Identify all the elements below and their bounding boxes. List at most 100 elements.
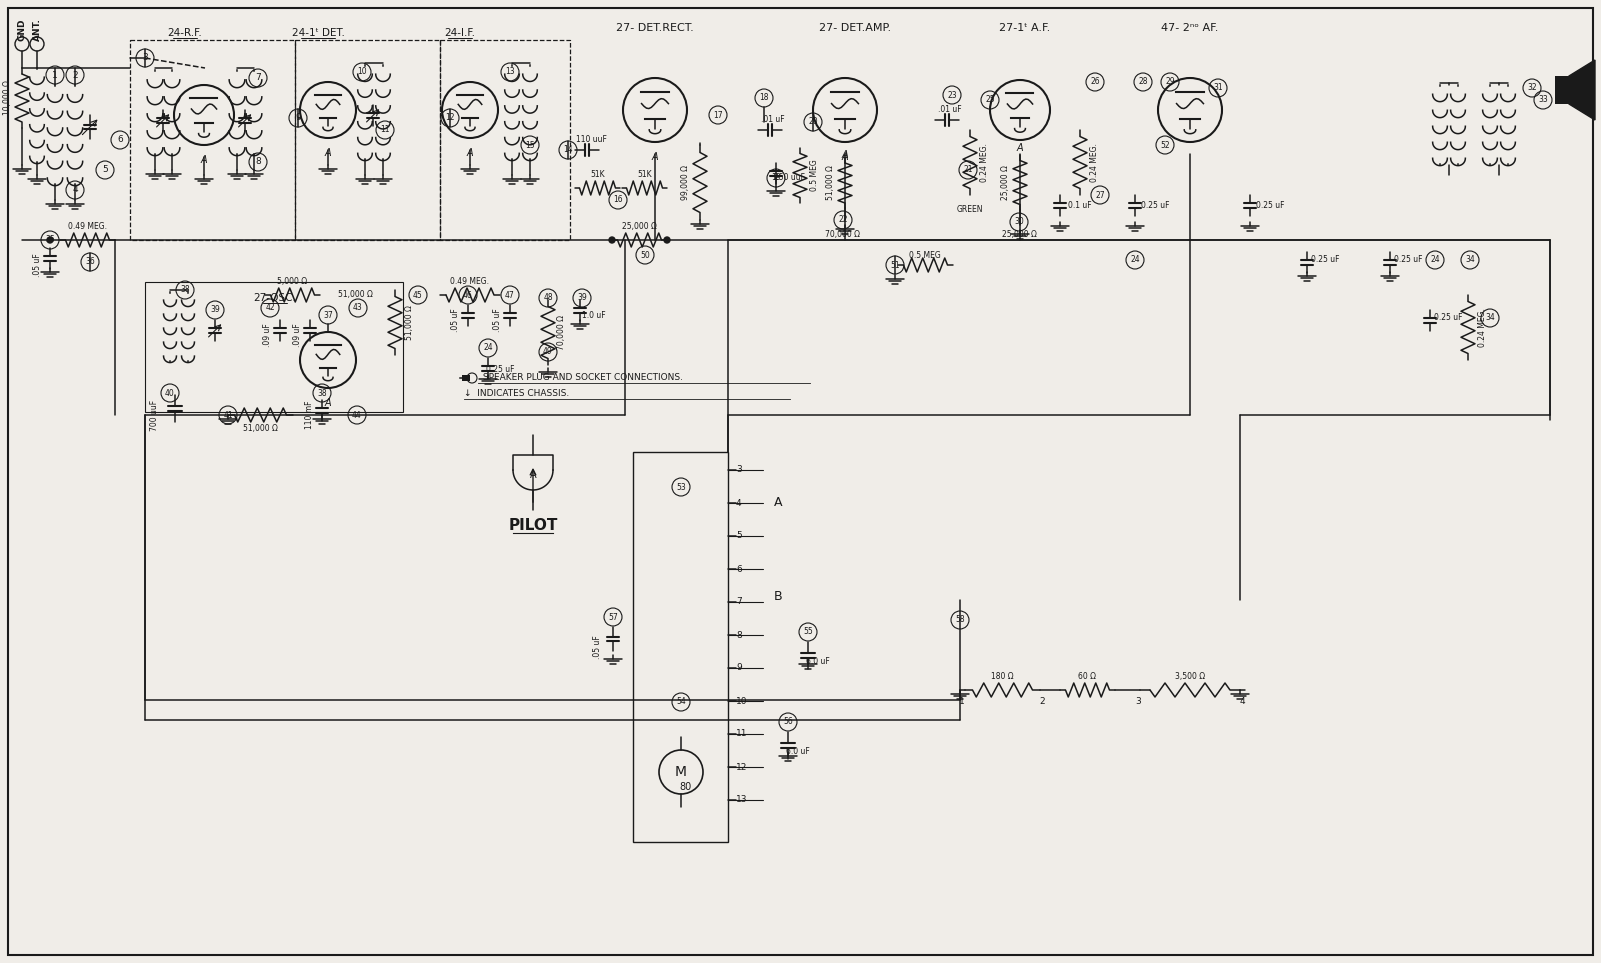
Text: 0.24 MEG.: 0.24 MEG. bbox=[1090, 143, 1098, 182]
Text: 39: 39 bbox=[210, 305, 219, 315]
Text: A: A bbox=[530, 470, 536, 480]
Text: 11: 11 bbox=[736, 730, 748, 739]
Text: 8: 8 bbox=[736, 631, 741, 639]
Text: A: A bbox=[466, 148, 474, 158]
Text: 38: 38 bbox=[181, 285, 191, 295]
Text: 25,000 Ω: 25,000 Ω bbox=[1001, 165, 1010, 200]
Text: 24-R.F.: 24-R.F. bbox=[168, 28, 202, 38]
Text: 9: 9 bbox=[736, 664, 741, 672]
Text: 58: 58 bbox=[956, 615, 965, 624]
Bar bbox=[295, 40, 440, 240]
Text: 48: 48 bbox=[543, 294, 552, 302]
Bar bbox=[146, 282, 403, 412]
Text: 0.25 uF: 0.25 uF bbox=[1311, 255, 1340, 265]
Text: 34: 34 bbox=[1486, 314, 1495, 323]
Text: 0.25 uF: 0.25 uF bbox=[485, 366, 514, 375]
Text: 32: 32 bbox=[1527, 84, 1537, 92]
Text: 8: 8 bbox=[255, 158, 261, 167]
Text: 24-I.F.: 24-I.F. bbox=[445, 28, 475, 38]
Text: 0.25 uF: 0.25 uF bbox=[1434, 314, 1462, 323]
Text: 47: 47 bbox=[506, 291, 516, 299]
Text: 0.49 MEG.: 0.49 MEG. bbox=[450, 277, 490, 286]
Text: 36: 36 bbox=[85, 257, 94, 267]
Text: 5: 5 bbox=[736, 532, 741, 540]
Text: 24: 24 bbox=[1130, 255, 1140, 265]
Bar bbox=[632, 452, 728, 842]
Text: 51,000 Ω: 51,000 Ω bbox=[338, 291, 373, 299]
Text: 53: 53 bbox=[676, 482, 685, 491]
Bar bbox=[440, 40, 570, 240]
Text: 6.0 uF: 6.0 uF bbox=[807, 658, 829, 666]
Text: M: M bbox=[676, 765, 687, 779]
Circle shape bbox=[46, 237, 53, 243]
Text: 80: 80 bbox=[680, 782, 692, 792]
Text: 4: 4 bbox=[736, 499, 741, 508]
Text: 45: 45 bbox=[413, 291, 423, 299]
Text: 17: 17 bbox=[712, 111, 722, 119]
Text: 55: 55 bbox=[804, 628, 813, 637]
Text: 23: 23 bbox=[948, 91, 957, 99]
Text: A: A bbox=[652, 152, 658, 162]
Text: 4: 4 bbox=[1239, 697, 1246, 707]
Text: 3: 3 bbox=[1135, 697, 1142, 707]
Text: GND: GND bbox=[18, 18, 27, 41]
Text: 6.0 uF: 6.0 uF bbox=[786, 747, 810, 757]
Text: 70,000 Ω: 70,000 Ω bbox=[557, 315, 567, 350]
Text: 1: 1 bbox=[959, 697, 965, 707]
Text: B: B bbox=[773, 590, 783, 604]
Text: 700 uuF: 700 uuF bbox=[150, 400, 160, 430]
Text: 44: 44 bbox=[352, 410, 362, 420]
Text: 19: 19 bbox=[772, 173, 781, 183]
Text: 54: 54 bbox=[676, 697, 685, 707]
Text: A: A bbox=[1017, 143, 1023, 153]
Text: .05 uF: .05 uF bbox=[493, 308, 503, 332]
Polygon shape bbox=[1569, 60, 1595, 120]
Text: 51,000 Ω: 51,000 Ω bbox=[405, 305, 415, 340]
Text: 5: 5 bbox=[102, 166, 107, 174]
Text: A: A bbox=[842, 150, 849, 160]
Text: 13: 13 bbox=[736, 795, 748, 804]
Text: 13: 13 bbox=[506, 67, 516, 76]
Text: A: A bbox=[842, 152, 849, 162]
Text: 70,000 Ω: 70,000 Ω bbox=[826, 230, 860, 240]
Text: 47- 2ⁿᵒ AF.: 47- 2ⁿᵒ AF. bbox=[1161, 23, 1218, 33]
FancyArrowPatch shape bbox=[530, 469, 536, 503]
Text: 57: 57 bbox=[608, 612, 618, 621]
Text: 46: 46 bbox=[463, 291, 472, 299]
Text: A: A bbox=[325, 398, 331, 408]
Text: .09 uF: .09 uF bbox=[264, 324, 272, 347]
Text: 29: 29 bbox=[1166, 77, 1175, 87]
Text: GREEN: GREEN bbox=[957, 205, 983, 215]
Text: 10,000 Ω: 10,000 Ω bbox=[3, 81, 11, 116]
Text: 51,000 Ω: 51,000 Ω bbox=[826, 166, 836, 200]
Text: 24: 24 bbox=[484, 344, 493, 352]
Text: 52: 52 bbox=[1161, 141, 1170, 149]
Text: SPEAKER PLUG AND SOCKET CONNECTIONS.: SPEAKER PLUG AND SOCKET CONNECTIONS. bbox=[480, 374, 684, 382]
Text: PILOT: PILOT bbox=[508, 517, 557, 533]
Text: 5,000 Ω: 5,000 Ω bbox=[277, 277, 307, 286]
Bar bbox=[463, 375, 471, 381]
Text: 24-1ᵗ DET.: 24-1ᵗ DET. bbox=[291, 28, 344, 38]
Text: 27- DET.AMP.: 27- DET.AMP. bbox=[820, 23, 892, 33]
Text: 30: 30 bbox=[1013, 218, 1025, 226]
Text: 27- DET.RECT.: 27- DET.RECT. bbox=[616, 23, 693, 33]
Text: 18: 18 bbox=[759, 93, 768, 102]
Text: 3: 3 bbox=[142, 54, 147, 63]
Text: 35: 35 bbox=[45, 236, 54, 245]
Text: .09 uF: .09 uF bbox=[293, 324, 303, 347]
Text: 41: 41 bbox=[223, 410, 232, 420]
Text: 22: 22 bbox=[839, 216, 849, 224]
Text: 38: 38 bbox=[317, 388, 327, 398]
Text: 6: 6 bbox=[117, 136, 123, 144]
Text: 27: 27 bbox=[1095, 191, 1105, 199]
Text: 6: 6 bbox=[736, 564, 741, 574]
Text: 12: 12 bbox=[736, 763, 748, 771]
Text: 16: 16 bbox=[613, 195, 623, 204]
Text: 20: 20 bbox=[809, 117, 818, 126]
Text: 43: 43 bbox=[354, 303, 363, 313]
Text: 11: 11 bbox=[381, 125, 389, 135]
Text: 10: 10 bbox=[736, 696, 748, 706]
Text: 39: 39 bbox=[576, 294, 588, 302]
Text: 60 Ω: 60 Ω bbox=[1079, 672, 1097, 681]
Text: 34: 34 bbox=[1465, 255, 1475, 265]
